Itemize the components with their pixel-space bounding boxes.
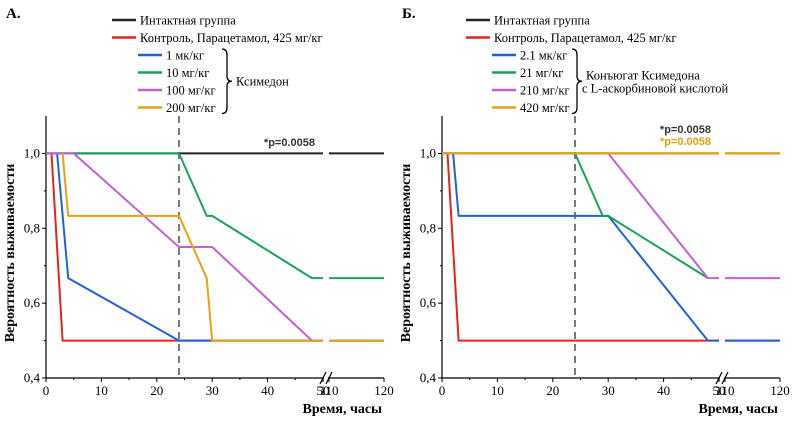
series-line [452,153,719,342]
y-tick-label: 0,4 [24,370,41,385]
group-label: Ксимедон [236,74,289,88]
x-tick-label: 120 [374,383,394,398]
legend-entry: Контроль, Парацетамол, 425 мг/кг [494,31,677,45]
x-tick-label: 20 [546,383,559,398]
y-tick-label: 1,0 [24,145,40,160]
legend-entry: 10 мг/кг [166,66,209,80]
legend-entry: 100 мг/кг [166,84,216,98]
series-line [46,152,323,280]
legend: Интактная группа Контроль, Парацетамол, 4… [112,14,323,115]
legend-brace [571,48,583,115]
legend-entry: 210 мг/кг [520,84,570,98]
legend-entry: 420 мг/кг [520,101,570,115]
legend-entry: 21 мг/кг [520,66,563,80]
x-tick-label: 20 [150,383,163,398]
y-tick-label: 0,8 [420,220,436,235]
y-tick-label: 1,0 [420,145,436,160]
panel-label: Б. [402,6,416,22]
series-line [46,152,323,342]
x-axis-label: Время, часы [303,402,383,417]
x-tick-label: 0 [439,383,446,398]
x-tick-label: 10 [491,383,504,398]
x-tick-label: 0 [43,383,50,398]
p-value-annotation: *p=0.0058 [660,124,711,136]
series-line [61,153,323,342]
legend: Интактная группа Контроль, Парацетамол, 4… [466,14,729,115]
x-axis-label: Время, часы [699,402,779,417]
panel-label: А. [6,6,21,22]
x-tick-label: 10 [95,383,108,398]
x-tick-label: 30 [602,383,615,398]
p-value-annotation: *p=0.0058 [660,136,711,148]
legend-brace [221,48,233,115]
p-value-annotation: *p=0.0058 [264,137,315,149]
legend-entry: Интактная группа [140,14,236,28]
x-tick-label: 110 [715,383,734,398]
group-label-line2: с L-аскорбиновой кислотой [582,81,729,95]
legend-entry: Интактная группа [494,14,590,28]
y-axis-label: Вероятность выживаемости [399,164,414,343]
x-tick-label: 110 [319,383,338,398]
x-tick-label: 40 [657,383,670,398]
group-label: Конъюгат Ксимедона [586,68,700,82]
x-tick-label: 30 [206,383,219,398]
x-tick-label: 50 [713,383,726,398]
legend-entry: 2.1 мк/кг [520,49,567,63]
y-axis-label: Вероятность выживаемости [3,164,18,343]
y-tick-label: 0,8 [24,220,40,235]
x-tick-label: 120 [770,383,790,398]
x-tick-label: 40 [261,383,274,398]
legend-entry: 1 мк/кг [166,49,204,63]
series-line [446,153,719,342]
y-tick-label: 0,6 [24,295,41,310]
y-tick-label: 0,4 [420,370,437,385]
legend-entry: 200 мг/кг [166,101,216,115]
legend-entry: Контроль, Парацетамол, 425 мг/кг [140,31,323,45]
y-tick-label: 0,6 [420,295,437,310]
x-tick-label: 50 [317,383,330,398]
